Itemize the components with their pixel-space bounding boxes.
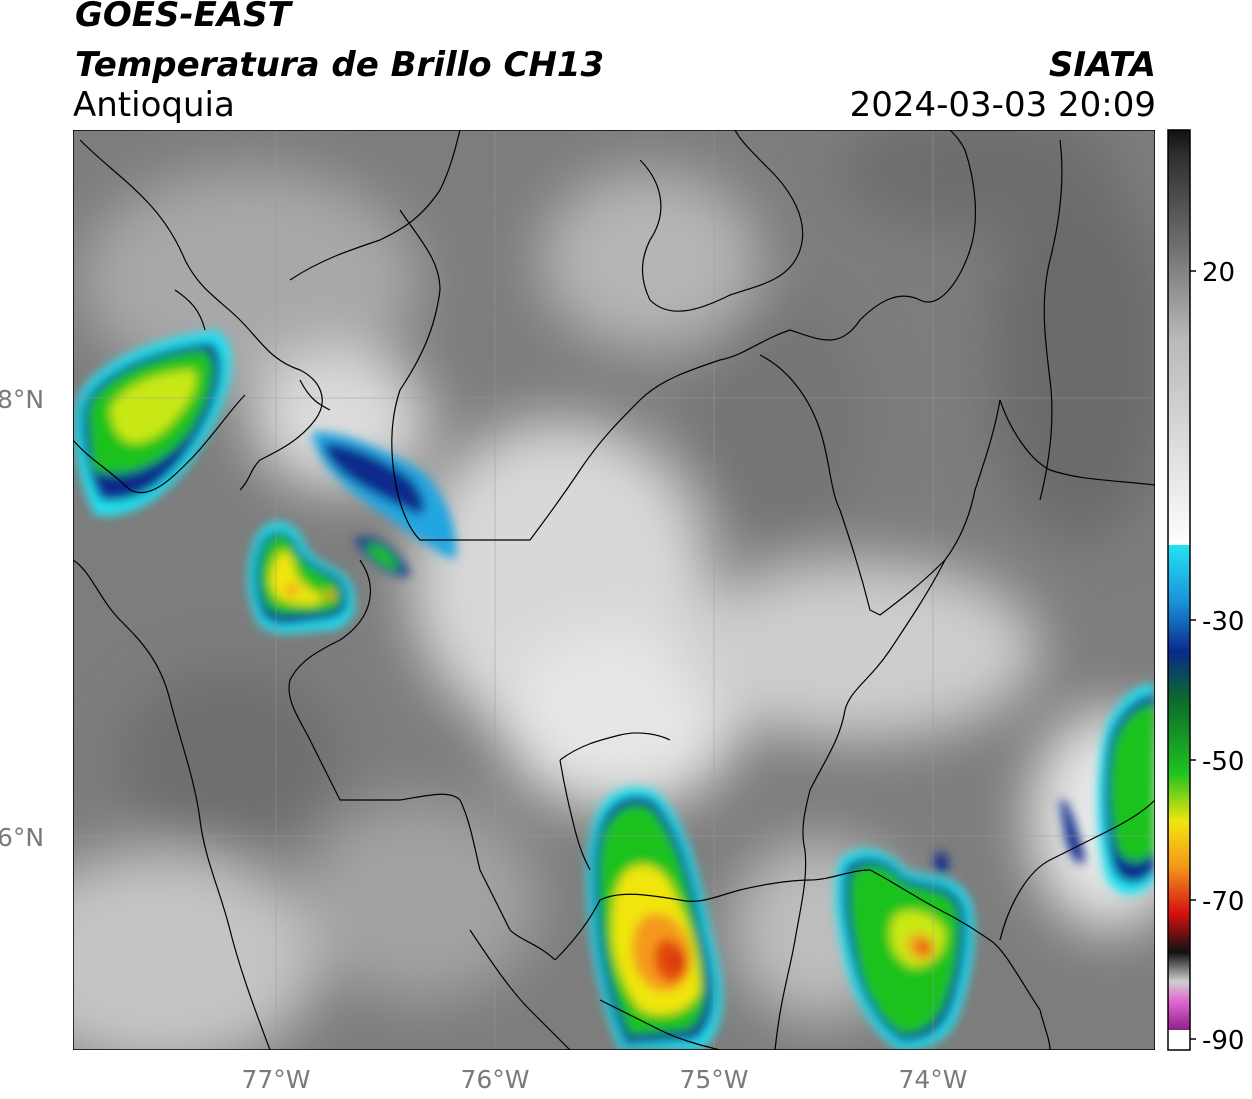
lon-tick-77w: 77°W bbox=[241, 1065, 310, 1094]
colorbar-label-minus30: -30 bbox=[1202, 607, 1244, 637]
lat-tick-6n: 6°N bbox=[0, 823, 44, 852]
lon-tick-74w: 74°W bbox=[898, 1065, 967, 1094]
organization-label: SIATA bbox=[1048, 45, 1156, 85]
colorbar-label-20: 20 bbox=[1202, 258, 1235, 288]
graticule bbox=[73, 130, 1155, 1050]
colorbar-label-minus50: -50 bbox=[1202, 747, 1244, 777]
lat-tick-8n: 8°N bbox=[0, 385, 44, 414]
region-label: Antioquia bbox=[73, 85, 235, 125]
colorbar: 20 -30 -50 -70 -90 bbox=[1167, 129, 1244, 1056]
colorbar-label-minus70: -70 bbox=[1202, 887, 1244, 917]
satellite-imagery bbox=[73, 130, 1155, 1050]
product-title: Temperatura de Brillo CH13 bbox=[75, 45, 605, 85]
satellite-title: GOES-EAST bbox=[75, 0, 291, 35]
lon-tick-76w: 76°W bbox=[460, 1065, 529, 1094]
datetime-label: 2024-03-03 20:09 bbox=[849, 85, 1156, 125]
colorbar-label-minus90: -90 bbox=[1202, 1026, 1244, 1056]
lon-tick-75w: 75°W bbox=[679, 1065, 748, 1094]
storm-cells bbox=[74, 330, 1155, 1050]
political-boundaries bbox=[73, 130, 1155, 1050]
